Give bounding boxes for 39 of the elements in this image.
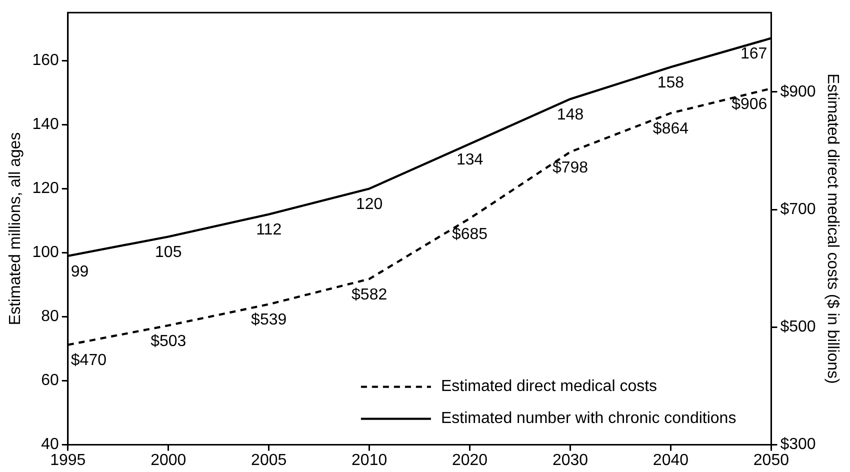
- x-tick-label: 2020: [452, 452, 488, 469]
- legend-label: Estimated number with chronic conditions: [440, 410, 736, 428]
- data-label: 134: [456, 151, 484, 168]
- data-label: $685: [452, 226, 488, 243]
- x-tick-label: 2040: [652, 452, 689, 469]
- data-label: 105: [155, 244, 182, 262]
- x-tick-label: 2005: [251, 452, 287, 469]
- x-tick-label: 1995: [50, 452, 86, 469]
- data-label: $864: [652, 120, 689, 138]
- legend-label: Estimated direct medical costs: [440, 378, 658, 396]
- y2-tick-label: $500: [780, 318, 816, 336]
- data-label: $470: [70, 352, 107, 370]
- data-label: $539: [251, 312, 287, 329]
- y2-axis-title: Estimated direct medical costs ($ in billions): [824, 74, 841, 384]
- data-label: 112: [256, 222, 282, 239]
- y-tick-label: 40: [41, 436, 59, 454]
- y-tick-label: 60: [41, 372, 59, 390]
- data-label: 148: [556, 106, 584, 124]
- y2-tick-label: $700: [780, 200, 816, 218]
- y-tick-label: 160: [32, 52, 59, 70]
- data-label: 120: [356, 196, 383, 214]
- data-label: 167: [740, 46, 768, 63]
- x-tick-label: 2000: [150, 452, 186, 469]
- x-tick-label: 2050: [753, 452, 790, 469]
- x-tick-label: 2010: [352, 452, 388, 469]
- data-label: $582: [352, 286, 388, 304]
- x-tick-label: 2030: [552, 452, 588, 469]
- y-tick-label: 120: [32, 180, 59, 198]
- y-tick-label: 80: [41, 308, 59, 326]
- y-axis-title: Estimated millions, all ages: [7, 132, 24, 326]
- y2-tick-label: $300: [780, 436, 816, 454]
- data-label: $503: [150, 332, 186, 350]
- y-tick-label: 140: [32, 116, 59, 134]
- y-tick-label: 100: [32, 244, 59, 262]
- data-label: 99: [70, 263, 89, 280]
- data-label: $798: [552, 159, 588, 176]
- y2-tick-label: $900: [780, 83, 816, 100]
- data-label: $906: [732, 96, 768, 113]
- data-label: 158: [657, 74, 684, 92]
